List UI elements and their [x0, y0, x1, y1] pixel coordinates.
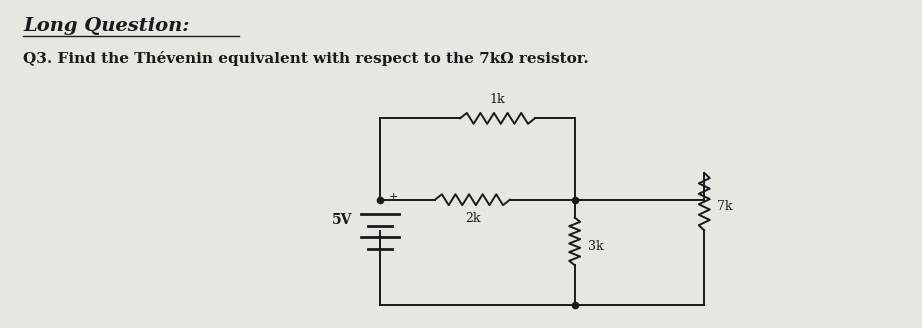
Text: 5V: 5V [332, 213, 352, 227]
Text: 1k: 1k [490, 93, 505, 107]
Text: 2k: 2k [465, 212, 480, 225]
Text: +: + [388, 192, 398, 202]
Text: 7k: 7k [717, 200, 733, 213]
Text: Long Question:: Long Question: [23, 17, 190, 35]
Text: Q3. Find the Thévenin equivalent with respect to the 7kΩ resistor.: Q3. Find the Thévenin equivalent with re… [23, 51, 589, 66]
Text: 3k: 3k [587, 240, 603, 253]
